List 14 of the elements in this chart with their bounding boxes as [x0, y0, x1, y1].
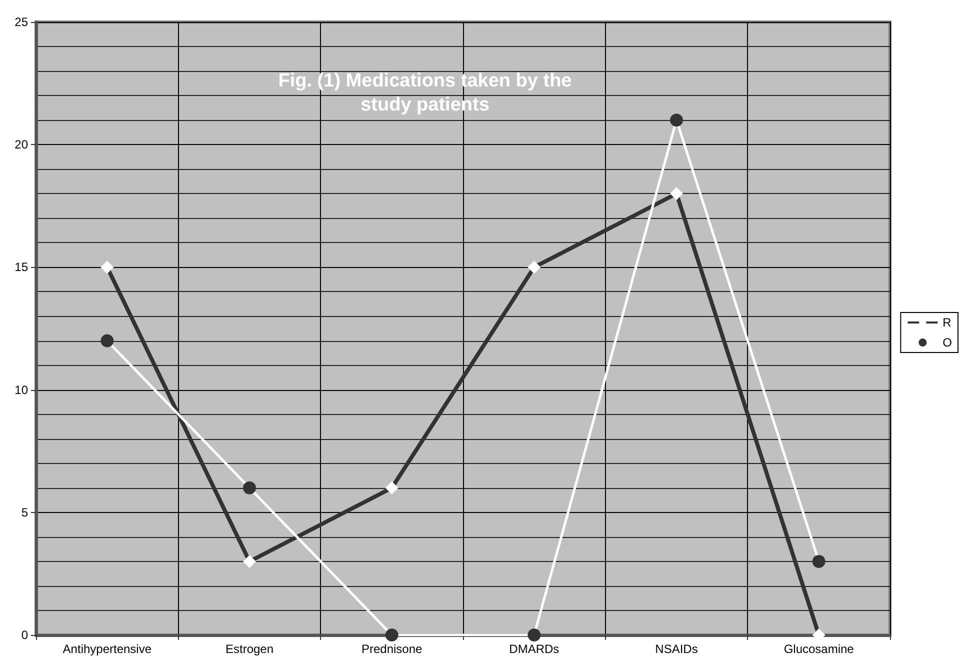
x-tick-label: Antihypertensive — [62, 642, 152, 656]
y-tick-label: 25 — [14, 15, 28, 29]
x-tick-label: Prednisone — [361, 642, 423, 656]
x-tick-label: Estrogen — [225, 642, 274, 656]
y-tick-label: 20 — [14, 138, 28, 152]
x-tick-label: DMARDs — [509, 642, 560, 656]
y-tick-label: 15 — [14, 260, 28, 274]
y-tick-label: 10 — [14, 382, 28, 397]
y-tick-label: 0 — [21, 628, 28, 642]
legend-label: R — [942, 316, 952, 330]
legend-label: O — [942, 336, 952, 350]
y-tick-label: 5 — [21, 505, 28, 520]
x-tick-label: Glucosamine — [784, 642, 854, 656]
x-tick-label: NSAIDs — [655, 642, 698, 656]
